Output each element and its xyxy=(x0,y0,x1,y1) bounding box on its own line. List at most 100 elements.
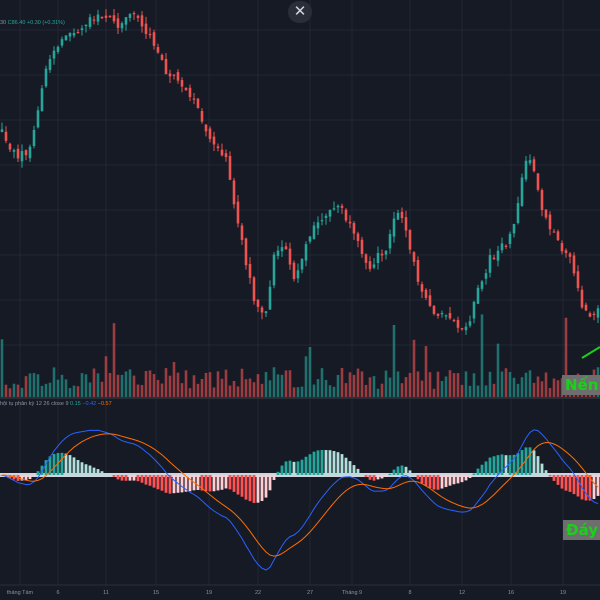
volume-bar xyxy=(24,376,28,397)
candle-body xyxy=(456,319,460,328)
candle-body xyxy=(396,212,400,220)
candle-body xyxy=(408,229,412,250)
volume-bar xyxy=(4,384,8,397)
volume-bar xyxy=(12,383,16,397)
x-tick-label: tháng Tám xyxy=(7,590,34,596)
macd-histogram-bar xyxy=(132,475,136,481)
volume-bar xyxy=(460,384,464,397)
macd-histogram-bar xyxy=(516,453,520,475)
volume-bar xyxy=(408,372,412,397)
macd-histogram-bar xyxy=(276,471,280,475)
macd-histogram-bar xyxy=(252,475,256,503)
candle-body xyxy=(592,313,596,316)
macd-histogram-bar xyxy=(68,455,72,475)
volume-bar xyxy=(132,375,136,397)
candle-body xyxy=(220,149,224,156)
volume-bar xyxy=(204,372,208,397)
volume-bar xyxy=(148,370,152,397)
volume-bar xyxy=(220,378,224,397)
x-tick-label: 12 xyxy=(459,590,465,596)
macd-histogram-bar xyxy=(316,450,320,475)
macd-histogram-bar xyxy=(200,475,204,491)
macd-histogram-bar xyxy=(340,454,344,475)
macd-histogram-bar xyxy=(64,453,68,475)
macd-histogram-bar xyxy=(140,475,144,483)
volume-bar xyxy=(472,373,476,397)
candle-body xyxy=(420,284,424,292)
candle-body xyxy=(160,54,164,60)
macd-histogram-bar xyxy=(440,475,444,489)
macd-histogram-bar xyxy=(128,475,132,481)
candle-body xyxy=(228,155,232,180)
volume-bar xyxy=(424,346,428,397)
macd-histogram-bar xyxy=(188,475,192,492)
volume-bar xyxy=(152,374,156,397)
macd-histogram-bar xyxy=(224,475,228,489)
volume-annotation: Nến xyxy=(562,375,600,395)
candle-body xyxy=(480,281,484,289)
candle-body xyxy=(572,255,576,274)
volume-bar xyxy=(536,376,540,397)
close-button[interactable]: ✕ xyxy=(288,1,312,23)
volume-bar xyxy=(248,378,252,397)
price-legend-change: +0.30 (+0.31%) xyxy=(26,20,65,26)
candle-body xyxy=(384,250,388,255)
macd-histogram-bar xyxy=(256,475,260,503)
volume-bar xyxy=(84,374,88,397)
candle-body xyxy=(108,15,112,18)
volume-bar xyxy=(364,384,368,397)
candle-body xyxy=(288,248,292,265)
candle-body xyxy=(428,295,432,306)
macd-histogram-bar xyxy=(112,475,116,477)
candle-body xyxy=(404,217,408,231)
macd-histogram-bar xyxy=(312,451,316,475)
candle-body xyxy=(200,111,204,122)
macd-histogram-bar xyxy=(288,460,292,475)
x-tick-label: 6 xyxy=(56,590,59,596)
macd-histogram-bar xyxy=(104,473,108,475)
volume-bar xyxy=(432,388,436,397)
macd-histogram-bar xyxy=(108,474,112,476)
x-tick-label: 22 xyxy=(255,590,261,596)
candle-body xyxy=(320,220,324,222)
volume-bar xyxy=(8,388,12,397)
candle-body xyxy=(476,287,480,304)
candle-body xyxy=(140,15,144,27)
macd-histogram-bar xyxy=(232,475,236,492)
macd-histogram-bar xyxy=(228,475,232,490)
candle-body xyxy=(144,23,148,34)
macd-histogram-bar xyxy=(540,463,544,475)
volume-bar xyxy=(332,386,336,397)
candle-body xyxy=(516,203,520,223)
macd-histogram-bar xyxy=(408,470,412,475)
candle-body xyxy=(232,180,236,205)
macd-histogram-bar xyxy=(240,475,244,497)
macd-histogram-bar xyxy=(384,475,388,478)
macd-histogram-bar xyxy=(264,475,268,498)
volume-bar xyxy=(372,376,376,397)
volume-bar xyxy=(92,368,96,397)
volume-bar xyxy=(376,388,380,397)
candle-body xyxy=(376,252,380,264)
candle-body xyxy=(76,32,80,34)
volume-bar xyxy=(328,385,332,397)
volume-bar xyxy=(80,373,84,397)
candle-body xyxy=(500,243,504,251)
price-legend: 30 C86.40 +0.30 (+0.31%) xyxy=(0,20,65,26)
volume-bar xyxy=(212,387,216,397)
volume-bar xyxy=(136,384,140,397)
candle-body xyxy=(544,209,548,218)
macd-histogram-bar xyxy=(88,465,92,475)
macd-histogram-bar xyxy=(596,475,600,496)
candle-body xyxy=(128,14,132,18)
macd-histogram-bar xyxy=(356,468,360,475)
candle-body xyxy=(564,250,568,254)
macd-histogram-bar xyxy=(464,475,468,481)
candle-body xyxy=(448,313,452,319)
volume-bar xyxy=(352,374,356,397)
candle-body xyxy=(196,98,200,109)
volume-bar xyxy=(100,381,104,397)
volume-bar xyxy=(528,370,532,397)
macd-histogram-bar xyxy=(136,475,140,482)
